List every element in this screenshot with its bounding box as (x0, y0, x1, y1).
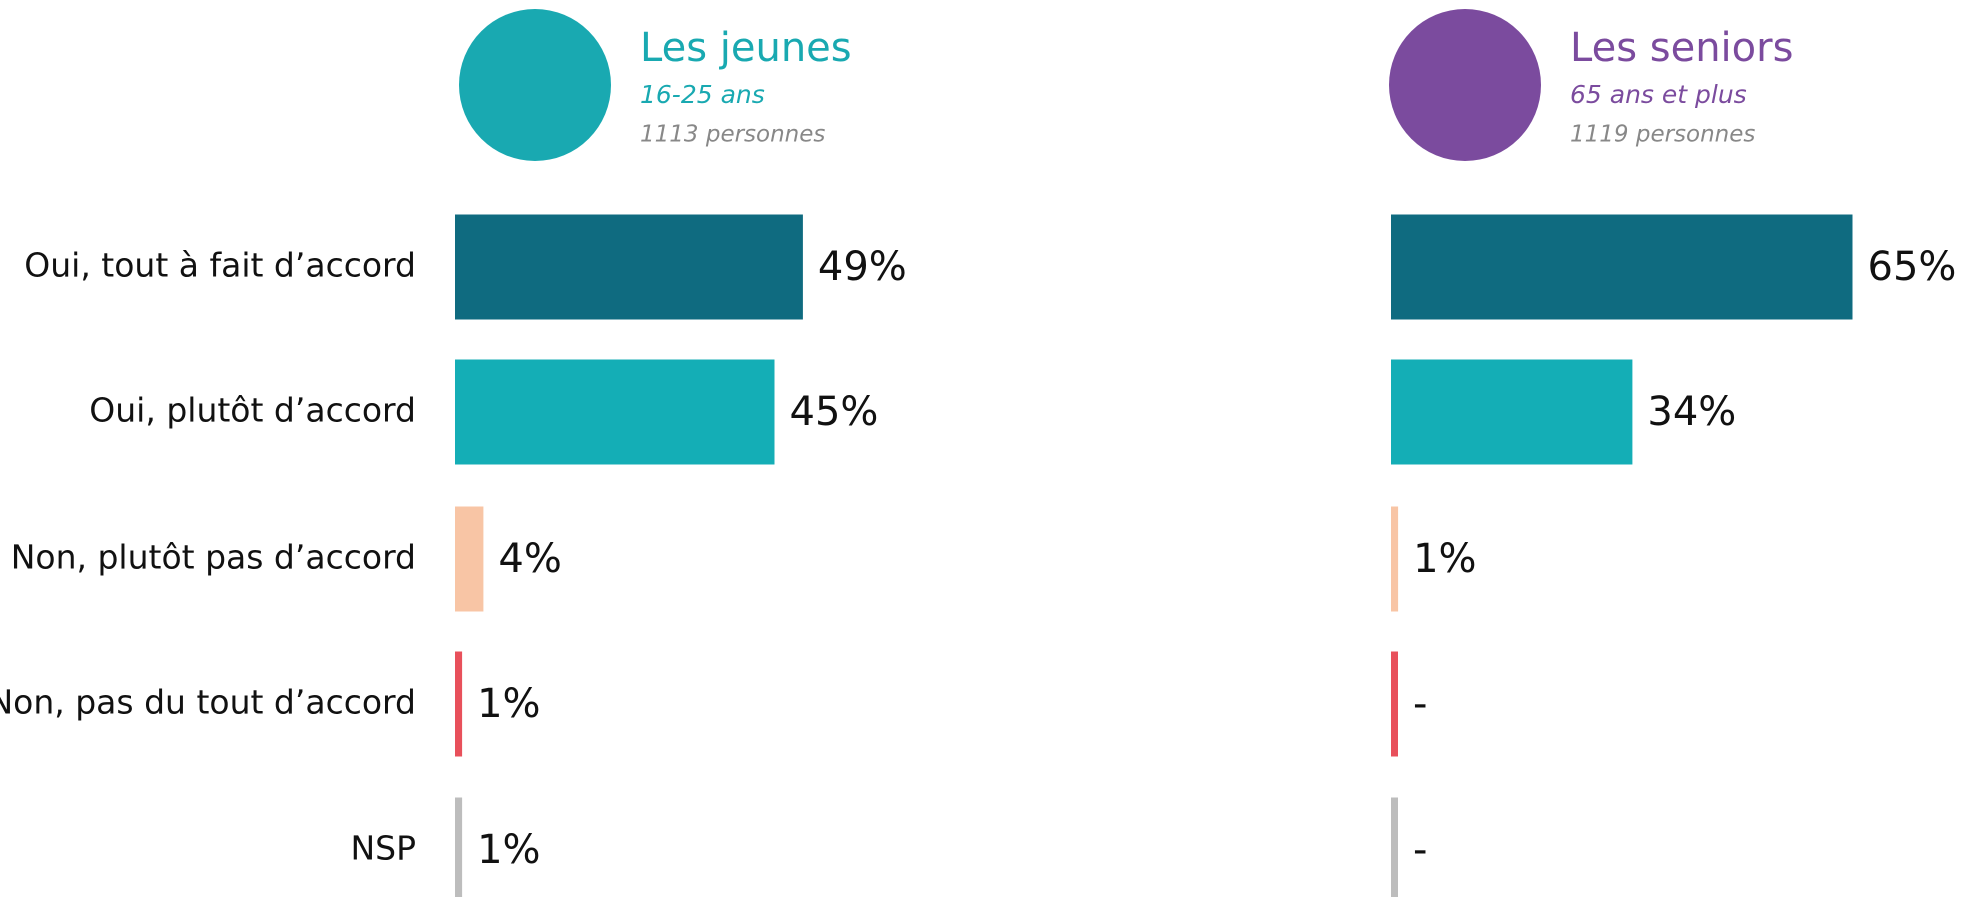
value-label: 1% (477, 681, 540, 727)
panel-note: 1113 personnes (640, 122, 825, 148)
bar (455, 652, 462, 757)
value-label: - (1413, 827, 1427, 873)
bar (1391, 507, 1398, 612)
avatar-seniors (1389, 9, 1541, 161)
bar (1391, 652, 1398, 757)
panel-note: 1119 personnes (1570, 122, 1755, 148)
panel-title: Les seniors (1570, 25, 1793, 71)
category-label: Non, pas du tout d’accord (0, 683, 416, 722)
value-label: 65% (1868, 244, 1957, 290)
bar (455, 360, 775, 465)
bar (1391, 360, 1632, 465)
chart: Les jeunes 16-25 ans 1113 personnes Oui, to… (0, 0, 1965, 897)
avatar-youth (459, 9, 611, 161)
bar (1391, 215, 1853, 320)
panel-subtitle: 16-25 ans (640, 80, 765, 109)
category-label: NSP (350, 829, 416, 868)
value-label: 1% (1413, 536, 1476, 582)
bar (455, 215, 803, 320)
value-label: 1% (477, 827, 540, 873)
bar (455, 798, 462, 897)
value-label: 45% (790, 389, 879, 435)
category-label: Oui, tout à fait d’accord (24, 246, 416, 285)
category-label: Non, plutôt pas d’accord (11, 538, 416, 577)
bar (455, 507, 483, 612)
category-label: Oui, plutôt d’accord (89, 391, 416, 430)
panel-title: Les jeunes (640, 25, 852, 71)
bar (1391, 798, 1398, 897)
value-label: - (1413, 681, 1427, 727)
page: Les jeunes 16-25 ans 1113 personnes Oui, to… (0, 0, 1965, 897)
panel-subtitle: 65 ans et plus (1570, 80, 1747, 109)
value-label: 34% (1647, 389, 1736, 435)
value-label: 49% (818, 244, 907, 290)
value-label: 4% (498, 536, 561, 582)
